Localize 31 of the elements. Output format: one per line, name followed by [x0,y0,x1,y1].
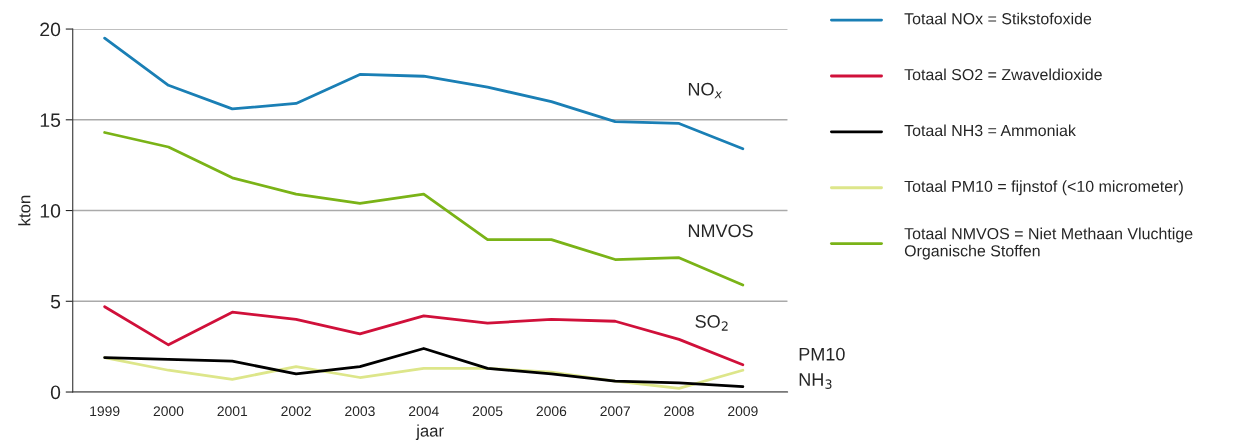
line-series [103,305,745,367]
x-tick-label: 2005 [472,406,503,417]
legend-label: Totaal NH3 = Ammoniak [904,124,1076,137]
y-tick-label: 0 [50,385,61,400]
x-tick-label: 2006 [536,406,567,417]
line-series [103,36,745,151]
legend-label: Totaal SO2 = Zwaveldioxide [904,68,1102,81]
annotation: NO$_{x}$ [688,82,723,99]
legend-label: Totaal NOx = Stikstofoxide [904,12,1092,25]
y-tick-label: 15 [40,113,61,128]
x-tick-label: 2008 [664,406,694,417]
x-tick-label: 2007 [600,406,630,417]
x-tick-label: 2004 [408,406,439,417]
y-tick-label: 20 [40,22,61,37]
y-axis-title: kton [18,195,31,226]
x-axis-title: jaar [415,424,444,440]
line-series [103,347,745,388]
text: PM10 [799,347,845,361]
y-tick-label: 10 [40,204,61,218]
y-tick-label: 5 [50,294,61,309]
x-tick-label: 2000 [153,406,184,417]
legend-label: Totaal PM10 = fijnstof (<10 micrometer) [904,180,1183,196]
x-tick-label: 1999 [90,406,120,417]
legend-label: Totaal NMVOS = Niet Methaan Vluchtige Organische Stoffen [904,227,1193,260]
x-tick-label: 2009 [728,406,758,417]
x-tick-label: 2003 [345,406,375,417]
annotation: SO$_{2}$ [695,315,728,331]
annotation: NMVOS [688,224,753,238]
x-tick-label: 2001 [217,406,248,417]
x-tick-label: 2002 [281,406,311,417]
text: NH$_{3}$ [799,373,832,389]
